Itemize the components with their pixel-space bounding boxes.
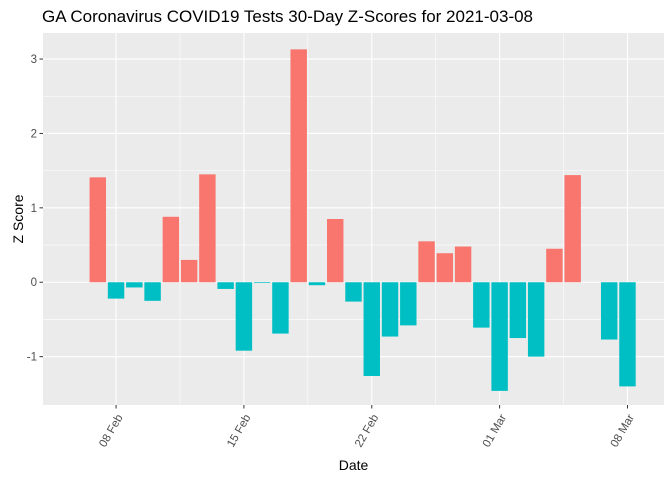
y-tick-label: 3: [31, 54, 37, 66]
chart-title: GA Coronavirus COVID19 Tests 30-Day Z-Sc…: [42, 7, 533, 26]
plot-panel: [43, 33, 664, 405]
bar: [199, 174, 216, 283]
bar: [381, 282, 399, 337]
bar: [253, 282, 271, 283]
y-tick-label: 0: [31, 277, 37, 289]
bar: [509, 282, 527, 339]
bar: [454, 246, 472, 283]
bar: [89, 177, 107, 283]
bar: [418, 241, 435, 283]
x-axis-title: Date: [339, 457, 369, 473]
y-tick-label: 1: [31, 203, 37, 215]
bar: [308, 282, 326, 286]
bar: [473, 282, 490, 328]
x-tick-label: 22 Feb: [353, 413, 381, 450]
bar: [126, 282, 143, 288]
minor-gridlines-y: [43, 95, 664, 320]
bar: [619, 282, 636, 387]
bar: [400, 282, 417, 326]
y-axis-title: Z Score: [10, 194, 26, 243]
y-axis: -1 0 1 2 3: [27, 54, 43, 364]
bar: [436, 253, 454, 283]
y-tick-label: 2: [31, 128, 37, 140]
bar: [217, 282, 234, 289]
bar: [144, 282, 161, 301]
bars: [89, 49, 636, 391]
x-tick-label: 08 Feb: [97, 413, 125, 450]
bar: [564, 175, 581, 283]
bar: [600, 282, 618, 340]
bar: [290, 49, 307, 283]
bar: [162, 216, 180, 283]
bar: [327, 219, 344, 283]
bar: [272, 282, 289, 334]
bar: [235, 282, 253, 351]
bar: [546, 248, 563, 283]
bar: [180, 259, 198, 283]
x-axis: 08 Feb 15 Feb 22 Feb 01 Mar 08 Mar: [97, 405, 637, 450]
x-tick-label: 15 Feb: [225, 413, 253, 450]
y-tick-label: -1: [27, 352, 37, 364]
bar: [527, 282, 545, 357]
x-tick-label: 08 Mar: [609, 412, 637, 449]
x-tick-label: 01 Mar: [481, 412, 509, 449]
bar: [107, 282, 125, 299]
bar: [345, 282, 362, 302]
minor-gridlines-x: [179, 33, 564, 405]
bar: [491, 282, 508, 391]
bar: [363, 282, 380, 376]
